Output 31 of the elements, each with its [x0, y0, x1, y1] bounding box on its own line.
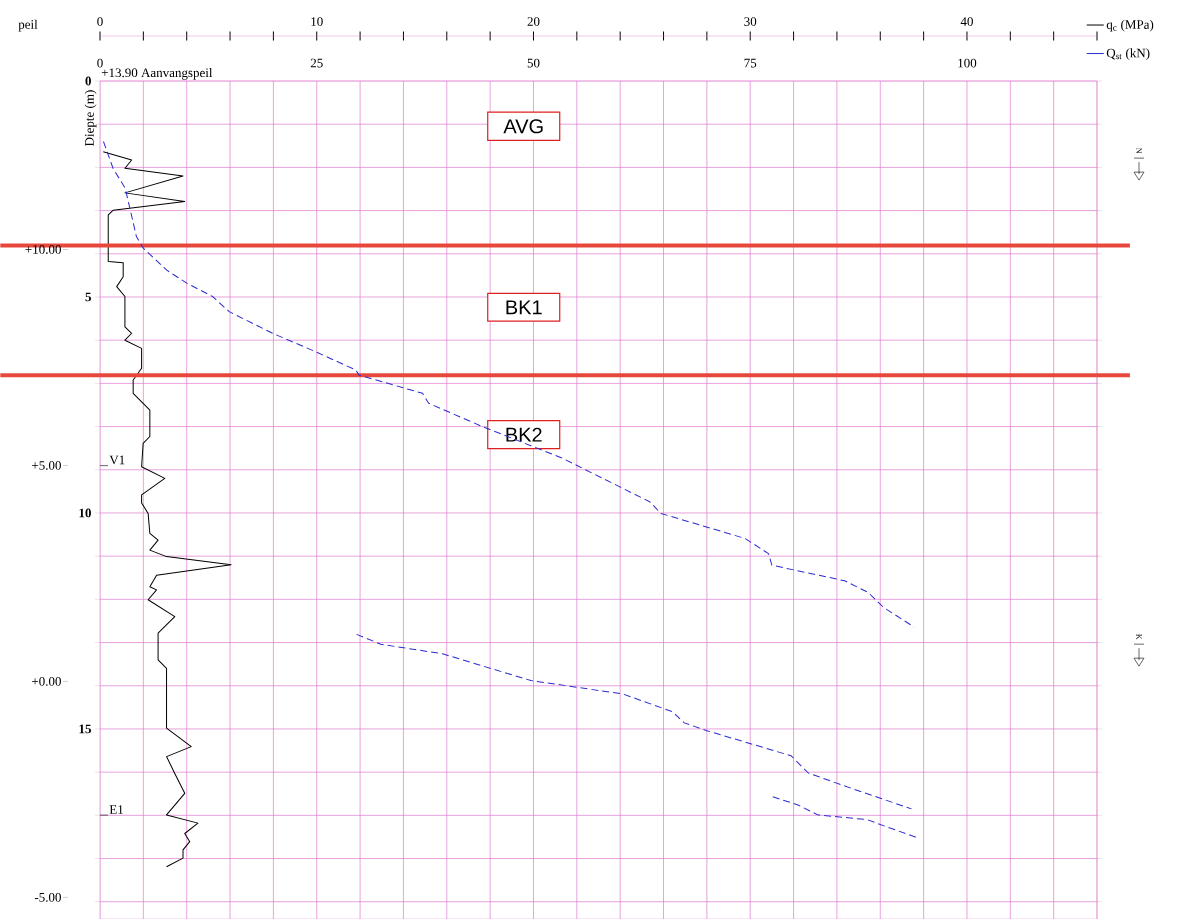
y2-tick-label: +0.00 [32, 677, 61, 686]
x-tick-label: 40 [960, 17, 973, 26]
x-tick-label: 30 [744, 17, 757, 26]
x2-tick-label: 75 [744, 58, 757, 68]
text: +13.90 Aanvangspeil [101, 67, 213, 80]
text: K [1136, 634, 1142, 640]
annotation: AVG [503, 119, 543, 134]
legend-label: Q$_{st}$ (kN) [1106, 48, 1150, 61]
x2-tick-label: 100 [958, 58, 977, 68]
x-tick-label: 20 [527, 17, 540, 26]
x2-tick-label: 25 [310, 58, 323, 68]
x-tick-label: 0 [97, 17, 103, 26]
annotation: E1 [109, 805, 123, 814]
y-axis-title: Diepte (m) [84, 90, 97, 147]
annotation: BK2 [506, 427, 542, 442]
y2-tick-label: +10.00 [25, 245, 61, 254]
line-series [102, 151, 232, 868]
text: N [1136, 147, 1142, 154]
y2-axis-title: peil [18, 19, 38, 32]
y-tick-label: 10 [79, 508, 91, 518]
x2-tick-label: 0 [97, 58, 103, 68]
annotation: V1 [109, 455, 125, 465]
x-tick-label: 10 [311, 17, 323, 26]
y-tick-label: 0 [85, 76, 91, 86]
y-tick-label: 15 [79, 724, 91, 734]
legend-label: q$_{c}$ (MPa) [1106, 19, 1154, 32]
annotation: BK1 [506, 300, 542, 315]
y2-tick-label: +5.00 [32, 461, 61, 470]
y2-tick-label: -5.00 [34, 892, 61, 902]
x2-tick-label: 50 [527, 58, 540, 68]
y-tick-label: 5 [85, 292, 91, 302]
